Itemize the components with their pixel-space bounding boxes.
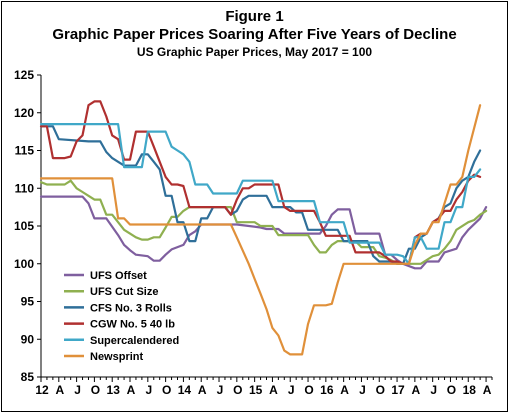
y-tick-label: 125	[14, 68, 34, 82]
x-tick-label: J	[430, 383, 437, 397]
chart-title: Graphic Paper Prices Soaring After Five …	[52, 26, 457, 43]
x-tick-label: J	[288, 383, 295, 397]
x-tick-label: O	[91, 383, 100, 397]
y-tick-label: 105	[14, 219, 34, 233]
series-lines	[39, 100, 488, 356]
legend-label: Newsprint	[90, 351, 144, 363]
y-tick-label: 95	[21, 295, 35, 309]
x-tick-label: A	[127, 383, 136, 397]
x-tick-label: 17	[391, 383, 405, 397]
x-tick-label: 13	[107, 383, 121, 397]
x-tick-label: J	[74, 383, 81, 397]
chart-subtitle: US Graphic Paper Prices, May 2017 = 100	[136, 45, 373, 59]
x-tick-label: 18	[463, 383, 477, 397]
y-tick-label: 100	[14, 257, 34, 271]
y-axis-ticks: 85 90 95 100 105 110 115 120 125	[14, 68, 41, 384]
legend-box	[59, 264, 224, 368]
legend-label: Supercalendered	[90, 335, 179, 347]
y-tick-label: 90	[21, 332, 35, 346]
figure-label: Figure 1	[225, 8, 284, 25]
x-tick-label: O	[447, 383, 456, 397]
legend-label: CGW No. 5 40 lb	[90, 319, 175, 331]
x-tick-label: A	[412, 383, 421, 397]
y-tick-label: 85	[21, 370, 35, 384]
x-tick-label: J	[145, 383, 152, 397]
legend-label: UFS Cut Size	[90, 286, 158, 298]
x-tick-label: O	[304, 383, 313, 397]
legend-label: UFS Offset	[90, 270, 147, 282]
x-tick-label: 14	[178, 383, 192, 397]
series-line	[39, 195, 488, 270]
y-tick-label: 110	[15, 181, 35, 195]
x-tick-label: J	[217, 383, 224, 397]
x-tick-label: O	[233, 383, 242, 397]
x-tick-label: A	[198, 383, 207, 397]
x-tick-label: J	[359, 383, 366, 397]
series-line	[39, 122, 482, 265]
x-axis-ticks: 12 A J O 13 A J O 14 A J O 15 A J O 16 A J O 17 A J O 18 A	[35, 377, 493, 397]
y-tick-label: 120	[14, 106, 34, 120]
x-tick-label: 15	[249, 383, 263, 397]
x-tick-label: O	[376, 383, 385, 397]
y-tick-label: 115	[15, 144, 35, 158]
x-tick-label: 16	[320, 383, 334, 397]
series-line	[39, 100, 482, 265]
x-tick-label: O	[162, 383, 171, 397]
x-tick-label: 12	[35, 383, 49, 397]
x-tick-label: A	[340, 383, 349, 397]
series-line	[39, 104, 482, 356]
series-line	[39, 179, 488, 265]
x-tick-label: A	[483, 383, 492, 397]
series-line	[39, 125, 482, 265]
x-tick-label: A	[269, 383, 278, 397]
legend-label: CFS No. 3 Rolls	[90, 302, 172, 314]
chart-legend: UFS Offset UFS Cut Size CFS No. 3 Rolls CGW…	[59, 264, 224, 368]
x-tick-label: A	[55, 383, 64, 397]
